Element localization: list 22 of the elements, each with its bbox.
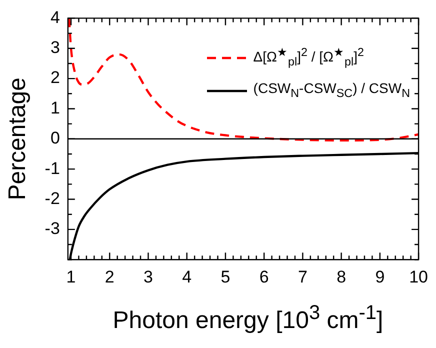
x-tick-label: 7: [298, 267, 308, 286]
legend-label: (CSW$_{N}$-CSW$_{SC}$) / CSW$_{N}$: [253, 79, 410, 102]
y-tick-label: 2: [50, 68, 60, 88]
x-tick-label: 9: [375, 267, 385, 286]
y-tick-label: 1: [50, 98, 60, 118]
y-tick-label: -2: [44, 188, 60, 208]
x-tick-label: 10: [409, 267, 428, 286]
y-tick-label: 4: [50, 8, 60, 27]
y-axis-title: Percentage: [4, 78, 32, 200]
y-tick-label: 3: [50, 38, 60, 58]
x-tick-label: 1: [66, 267, 76, 286]
y-tick-label: -3: [44, 219, 60, 238]
x-tick-label: 5: [220, 267, 230, 286]
y-tick-label: -1: [44, 158, 60, 178]
x-axis-title: Photon energy [10$^{3}$ cm$^{-1}$]: [112, 302, 384, 335]
x-tick-label: 8: [336, 267, 346, 286]
text: Δ[Ω$^{★}$$_{pl}$]$^{2}$ / [Ω$^{★}$$_{pl}$]$^{2}$: [253, 46, 364, 68]
y-tick-label: 0: [50, 128, 60, 148]
x-tick-label: 2: [104, 267, 114, 286]
x-tick-label: 6: [259, 267, 269, 286]
x-tick-label: 4: [182, 267, 192, 286]
x-tick-label: 3: [144, 267, 153, 286]
